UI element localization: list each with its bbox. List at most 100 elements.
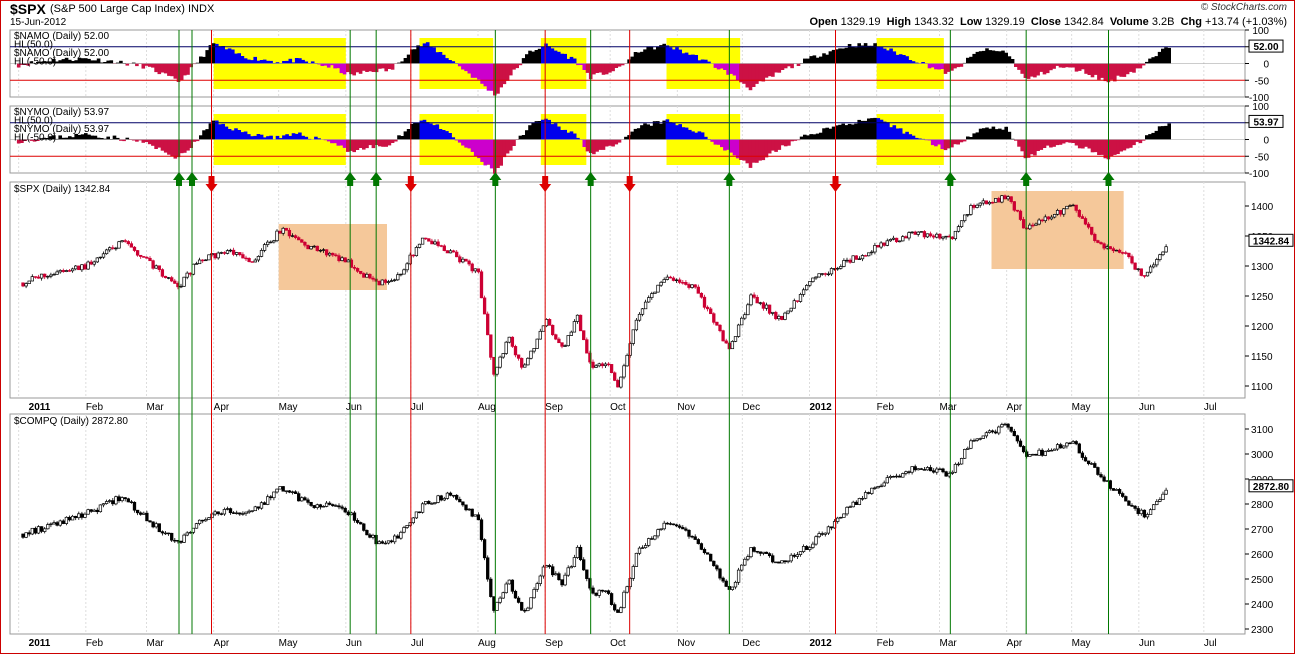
- price-candle: [1139, 509, 1143, 515]
- price-candle: [963, 214, 967, 222]
- price-candle: [355, 268, 360, 272]
- price-candle: [70, 515, 75, 521]
- price-candle: [994, 431, 998, 434]
- price-candle: [898, 475, 902, 478]
- price-candle: [1124, 252, 1128, 254]
- price-candle: [560, 342, 564, 347]
- price-candle: [1071, 441, 1075, 444]
- price-candle: [337, 255, 341, 262]
- month-label: 2011: [29, 402, 51, 413]
- price-candle: [733, 581, 738, 588]
- price-candle: [959, 220, 964, 227]
- price-candle: [671, 523, 676, 526]
- price-candle: [771, 311, 775, 314]
- price-candle: [839, 266, 843, 269]
- price-candle: [386, 540, 391, 544]
- price-candle: [687, 529, 691, 537]
- month-label: Jun: [346, 638, 362, 649]
- up-arrow-icon: [173, 172, 185, 186]
- price-candle: [157, 523, 161, 533]
- up-arrow-icon: [489, 172, 502, 186]
- price-candle: [55, 522, 59, 526]
- price-candle: [932, 235, 936, 238]
- price-candle: [606, 363, 611, 366]
- price-candle: [24, 532, 28, 538]
- price-candle: [368, 534, 372, 538]
- price-candle: [194, 263, 199, 265]
- month-label: Aug: [478, 638, 496, 649]
- price-candle: [600, 363, 604, 367]
- price-candle: [820, 273, 824, 275]
- price-candle: [154, 265, 158, 269]
- price-candle: [928, 233, 933, 237]
- price-candle: [352, 266, 357, 269]
- price-candle: [910, 231, 914, 234]
- price-candle: [705, 306, 710, 310]
- last-value-label: 2872.80: [1253, 482, 1290, 493]
- price-candle: [767, 304, 772, 314]
- price-candle: [1059, 444, 1063, 449]
- price-candle: [1062, 445, 1066, 449]
- price-candle: [331, 504, 335, 507]
- price-candle: [814, 536, 818, 545]
- price-candle: [616, 380, 620, 388]
- price-candle: [520, 357, 524, 368]
- price-candle: [668, 276, 673, 279]
- price-candle: [380, 279, 384, 286]
- price-candle: [139, 512, 143, 515]
- up-arrow-icon: [1102, 172, 1115, 186]
- price-candle: [448, 250, 453, 254]
- price-candle: [848, 506, 852, 508]
- price-candle: [222, 509, 227, 515]
- price-candle: [197, 519, 202, 524]
- price-candle: [262, 502, 267, 505]
- price-candle: [532, 589, 536, 599]
- price-candle: [780, 315, 784, 320]
- price-candle: [696, 539, 700, 544]
- price-candle: [108, 247, 112, 251]
- price-candle: [486, 313, 490, 336]
- price-candle: [67, 270, 72, 272]
- price-candle: [377, 280, 381, 286]
- price-candle: [863, 492, 868, 499]
- price-candle: [616, 609, 620, 613]
- price-candle: [1052, 448, 1057, 451]
- price-candle: [1062, 208, 1066, 215]
- price-candle: [990, 201, 995, 204]
- price-candle: [64, 270, 69, 272]
- month-label: Jun: [346, 402, 362, 413]
- price-candle: [1040, 449, 1044, 456]
- price-candle: [876, 486, 880, 489]
- price-candle: [464, 504, 468, 511]
- price-candle: [238, 512, 242, 515]
- price-candle: [470, 263, 474, 272]
- y-tick-label: 2600: [1251, 550, 1274, 561]
- price-candle: [253, 506, 257, 512]
- price-candle: [36, 276, 41, 279]
- price-candle: [219, 252, 223, 254]
- price-candle: [129, 501, 134, 503]
- price-candle: [829, 268, 834, 275]
- price-candle: [154, 523, 158, 528]
- price-candle: [439, 495, 443, 501]
- y-tick-label: 100: [1252, 26, 1269, 37]
- y-tick-label: 1300: [1251, 262, 1274, 273]
- price-candle: [430, 503, 434, 505]
- price-candle: [705, 552, 710, 555]
- price-candle: [123, 240, 127, 242]
- price-candle: [557, 573, 561, 581]
- price-candle: [609, 364, 614, 374]
- close-label: Close: [1030, 16, 1061, 28]
- price-candle: [405, 263, 409, 271]
- price-candle: [123, 497, 127, 500]
- price-candle: [219, 513, 223, 515]
- price-candle: [767, 553, 772, 557]
- price-candle: [1148, 266, 1153, 273]
- price-candle: [572, 557, 577, 567]
- month-label: Apr: [214, 402, 230, 413]
- month-label: Feb: [877, 638, 895, 649]
- price-candle: [805, 285, 809, 291]
- price-candle: [891, 476, 896, 478]
- month-label: Mar: [147, 638, 165, 649]
